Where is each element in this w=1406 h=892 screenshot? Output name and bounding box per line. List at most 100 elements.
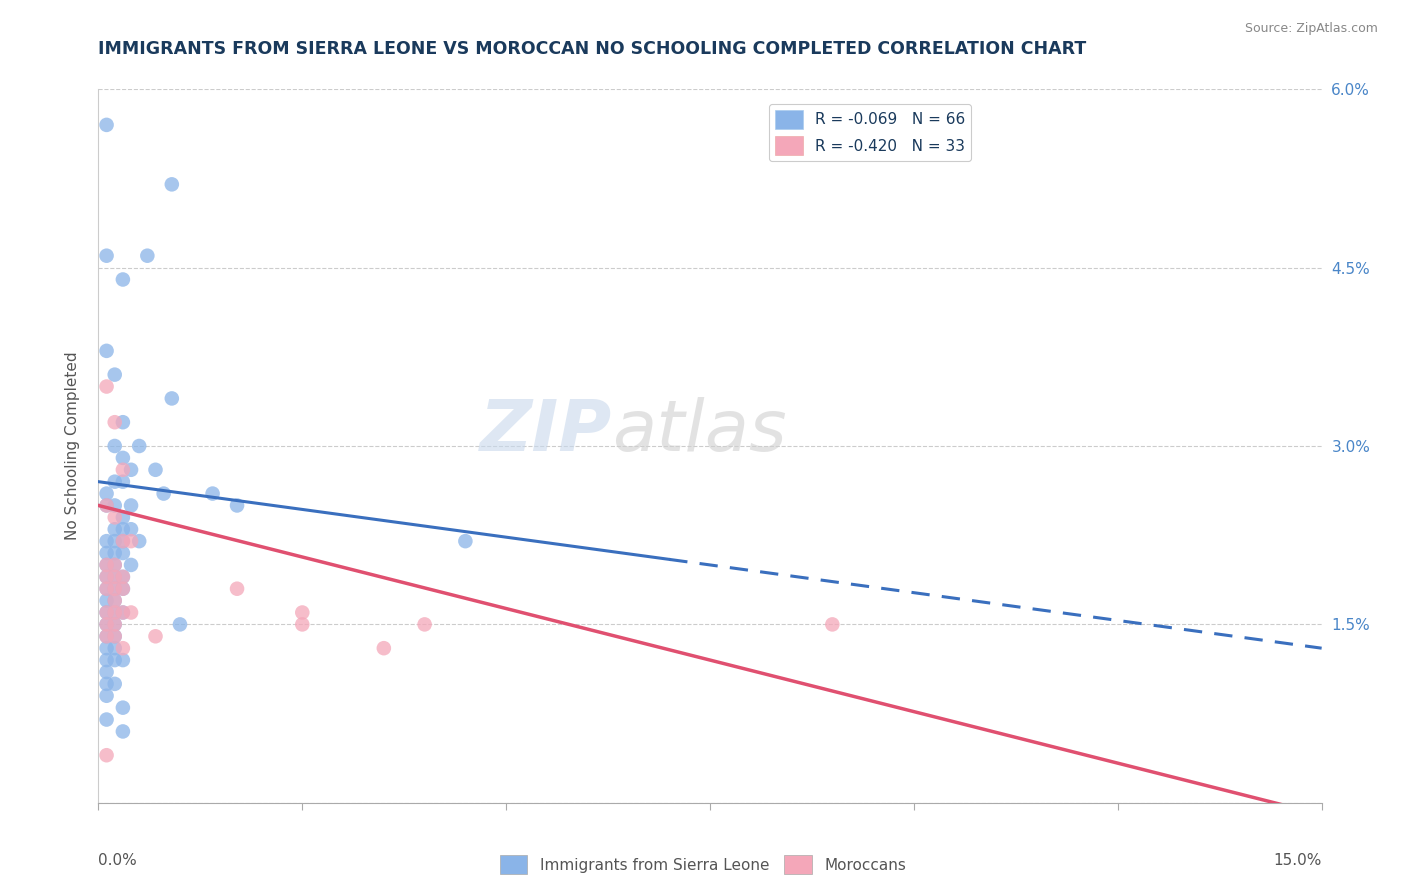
Point	[111, 450, 134, 465]
Point	[104, 558, 127, 572]
Point	[104, 570, 127, 584]
Point	[104, 582, 127, 596]
Point	[96, 713, 118, 727]
Point	[104, 570, 127, 584]
Point	[111, 463, 134, 477]
Point	[96, 617, 118, 632]
Text: Source: ZipAtlas.com: Source: ZipAtlas.com	[1244, 22, 1378, 36]
Point	[111, 653, 134, 667]
Point	[111, 582, 134, 596]
Point	[111, 534, 134, 549]
Point	[111, 641, 134, 656]
Point	[111, 582, 134, 596]
Point	[111, 700, 134, 714]
Point	[96, 486, 118, 500]
Point	[96, 582, 118, 596]
Point	[821, 617, 844, 632]
Text: ZIP: ZIP	[479, 397, 612, 467]
Point	[96, 534, 118, 549]
Point	[226, 582, 249, 596]
Point	[120, 606, 142, 620]
Text: IMMIGRANTS FROM SIERRA LEONE VS MOROCCAN NO SCHOOLING COMPLETED CORRELATION CHAR: IMMIGRANTS FROM SIERRA LEONE VS MOROCCAN…	[98, 40, 1087, 58]
Text: atlas: atlas	[612, 397, 787, 467]
Point	[104, 617, 127, 632]
Point	[96, 653, 118, 667]
Point	[104, 415, 127, 429]
Point	[96, 629, 118, 643]
Point	[136, 249, 159, 263]
Point	[96, 570, 118, 584]
Point	[226, 499, 249, 513]
Point	[111, 606, 134, 620]
Point	[104, 558, 127, 572]
Point	[104, 593, 127, 607]
Point	[111, 546, 134, 560]
Y-axis label: No Schooling Completed: No Schooling Completed	[65, 351, 80, 541]
Point	[96, 665, 118, 679]
Point	[96, 606, 118, 620]
Point	[96, 748, 118, 763]
Point	[111, 724, 134, 739]
Point	[96, 606, 118, 620]
Point	[120, 499, 142, 513]
Point	[111, 475, 134, 489]
Point	[96, 677, 118, 691]
Text: 0.0%: 0.0%	[98, 853, 138, 868]
Point	[104, 617, 127, 632]
Point	[96, 558, 118, 572]
Point	[96, 546, 118, 560]
Point	[201, 486, 224, 500]
Point	[96, 118, 118, 132]
Point	[120, 534, 142, 549]
Point	[104, 629, 127, 643]
Point	[104, 629, 127, 643]
Point	[96, 689, 118, 703]
Point	[152, 486, 174, 500]
Point	[120, 522, 142, 536]
Point	[128, 439, 150, 453]
Point	[104, 368, 127, 382]
Point	[111, 522, 134, 536]
Point	[104, 606, 127, 620]
Point	[111, 510, 134, 524]
Point	[111, 606, 134, 620]
Point	[96, 558, 118, 572]
Point	[96, 582, 118, 596]
Point	[454, 534, 477, 549]
Point	[104, 439, 127, 453]
Point	[145, 463, 167, 477]
Point	[111, 534, 134, 549]
Point	[160, 178, 183, 192]
Point	[291, 606, 314, 620]
Point	[104, 641, 127, 656]
Legend: R = -0.069   N = 66, R = -0.420   N = 33: R = -0.069 N = 66, R = -0.420 N = 33	[769, 104, 972, 161]
Point	[104, 546, 127, 560]
Point	[104, 677, 127, 691]
Point	[413, 617, 436, 632]
Point	[291, 617, 314, 632]
Point	[96, 617, 118, 632]
Point	[104, 582, 127, 596]
Point	[169, 617, 191, 632]
Point	[96, 343, 118, 358]
Point	[96, 593, 118, 607]
Point	[104, 522, 127, 536]
Point	[104, 534, 127, 549]
Point	[96, 499, 118, 513]
Point	[104, 593, 127, 607]
Point	[145, 629, 167, 643]
Point	[120, 558, 142, 572]
Point	[104, 653, 127, 667]
Point	[96, 570, 118, 584]
Point	[96, 249, 118, 263]
Point	[120, 463, 142, 477]
Point	[111, 415, 134, 429]
Point	[96, 641, 118, 656]
Point	[96, 499, 118, 513]
Point	[96, 379, 118, 393]
Point	[111, 570, 134, 584]
Point	[104, 499, 127, 513]
Point	[111, 570, 134, 584]
Legend: Immigrants from Sierra Leone, Moroccans: Immigrants from Sierra Leone, Moroccans	[494, 849, 912, 880]
Point	[96, 629, 118, 643]
